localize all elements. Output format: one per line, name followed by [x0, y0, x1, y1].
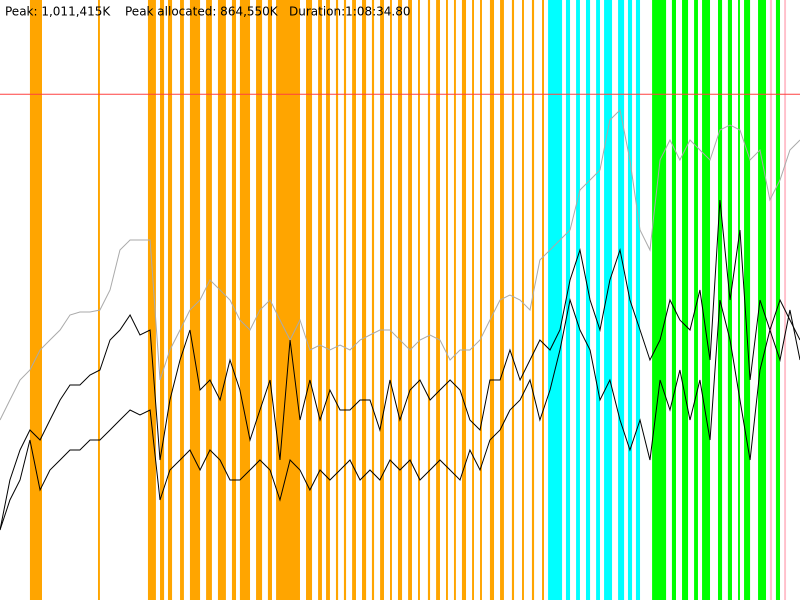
event-stripe — [548, 0, 563, 600]
event-stripe — [596, 0, 600, 600]
event-stripe — [784, 0, 787, 600]
event-stripe — [256, 0, 263, 600]
event-stripe — [436, 0, 440, 600]
event-stripe — [335, 0, 339, 600]
peak-label: Peak: 1,011,415K — [5, 5, 111, 19]
event-stripe — [702, 0, 711, 600]
event-stripe — [371, 0, 375, 600]
event-stripe — [769, 0, 773, 600]
event-stripe — [480, 0, 482, 600]
event-stripe — [489, 0, 495, 600]
event-stripe — [542, 0, 544, 600]
lines — [0, 93, 800, 531]
event-stripe — [180, 0, 184, 600]
event-stripe — [472, 0, 474, 600]
event-stripe — [306, 0, 313, 600]
header: Peak: 1,011,415K Peak allocated: 864,550… — [5, 5, 411, 19]
event-stripe — [29, 0, 42, 600]
event-stripe — [775, 0, 781, 600]
event-stripe — [531, 0, 535, 600]
event-stripe — [97, 0, 100, 600]
event-stripe — [461, 0, 467, 600]
event-stripe — [671, 0, 676, 600]
event-stripe — [618, 0, 625, 600]
event-stripe — [682, 0, 689, 600]
event-stripe — [352, 0, 356, 600]
peak-allocated-label: Peak allocated: 864,550K — [125, 5, 279, 19]
event-stripe — [453, 0, 456, 600]
event-stripe — [652, 0, 667, 600]
event-stripe — [758, 0, 767, 600]
event-stripe — [738, 0, 740, 600]
event-stripe — [167, 0, 173, 600]
series-line — [0, 108, 800, 421]
series-line — [0, 298, 800, 531]
event-stripe — [380, 0, 384, 600]
event-stripe — [318, 0, 322, 600]
event-stripe — [390, 0, 392, 600]
event-stripe — [231, 0, 237, 600]
event-stripe — [408, 0, 412, 600]
event-stripe — [343, 0, 347, 600]
event-stripe — [397, 0, 403, 600]
event-stripe — [500, 0, 504, 600]
event-stripe — [427, 0, 431, 600]
series-line — [0, 199, 800, 531]
event-stripe — [694, 0, 698, 600]
event-stripe — [189, 0, 201, 600]
event-stripe — [276, 0, 300, 600]
event-stripe — [147, 0, 156, 600]
event-stripe — [522, 0, 524, 600]
event-stripe — [326, 0, 330, 600]
event-stripe — [604, 0, 613, 600]
event-stripe — [362, 0, 367, 600]
event-stripe — [206, 0, 212, 600]
event-stripe — [217, 0, 226, 600]
event-stripe — [635, 0, 641, 600]
event-stripe — [744, 0, 751, 600]
event-stripe — [239, 0, 251, 600]
event-stripe — [418, 0, 420, 600]
duration-label: Duration:1:08:34.80 — [289, 5, 411, 19]
event-stripe — [565, 0, 571, 600]
event-stripe — [160, 0, 165, 600]
event-stripe — [585, 0, 591, 600]
event-stripes — [29, 0, 787, 600]
event-stripe — [511, 0, 515, 600]
event-stripe — [576, 0, 580, 600]
event-stripe — [445, 0, 448, 600]
